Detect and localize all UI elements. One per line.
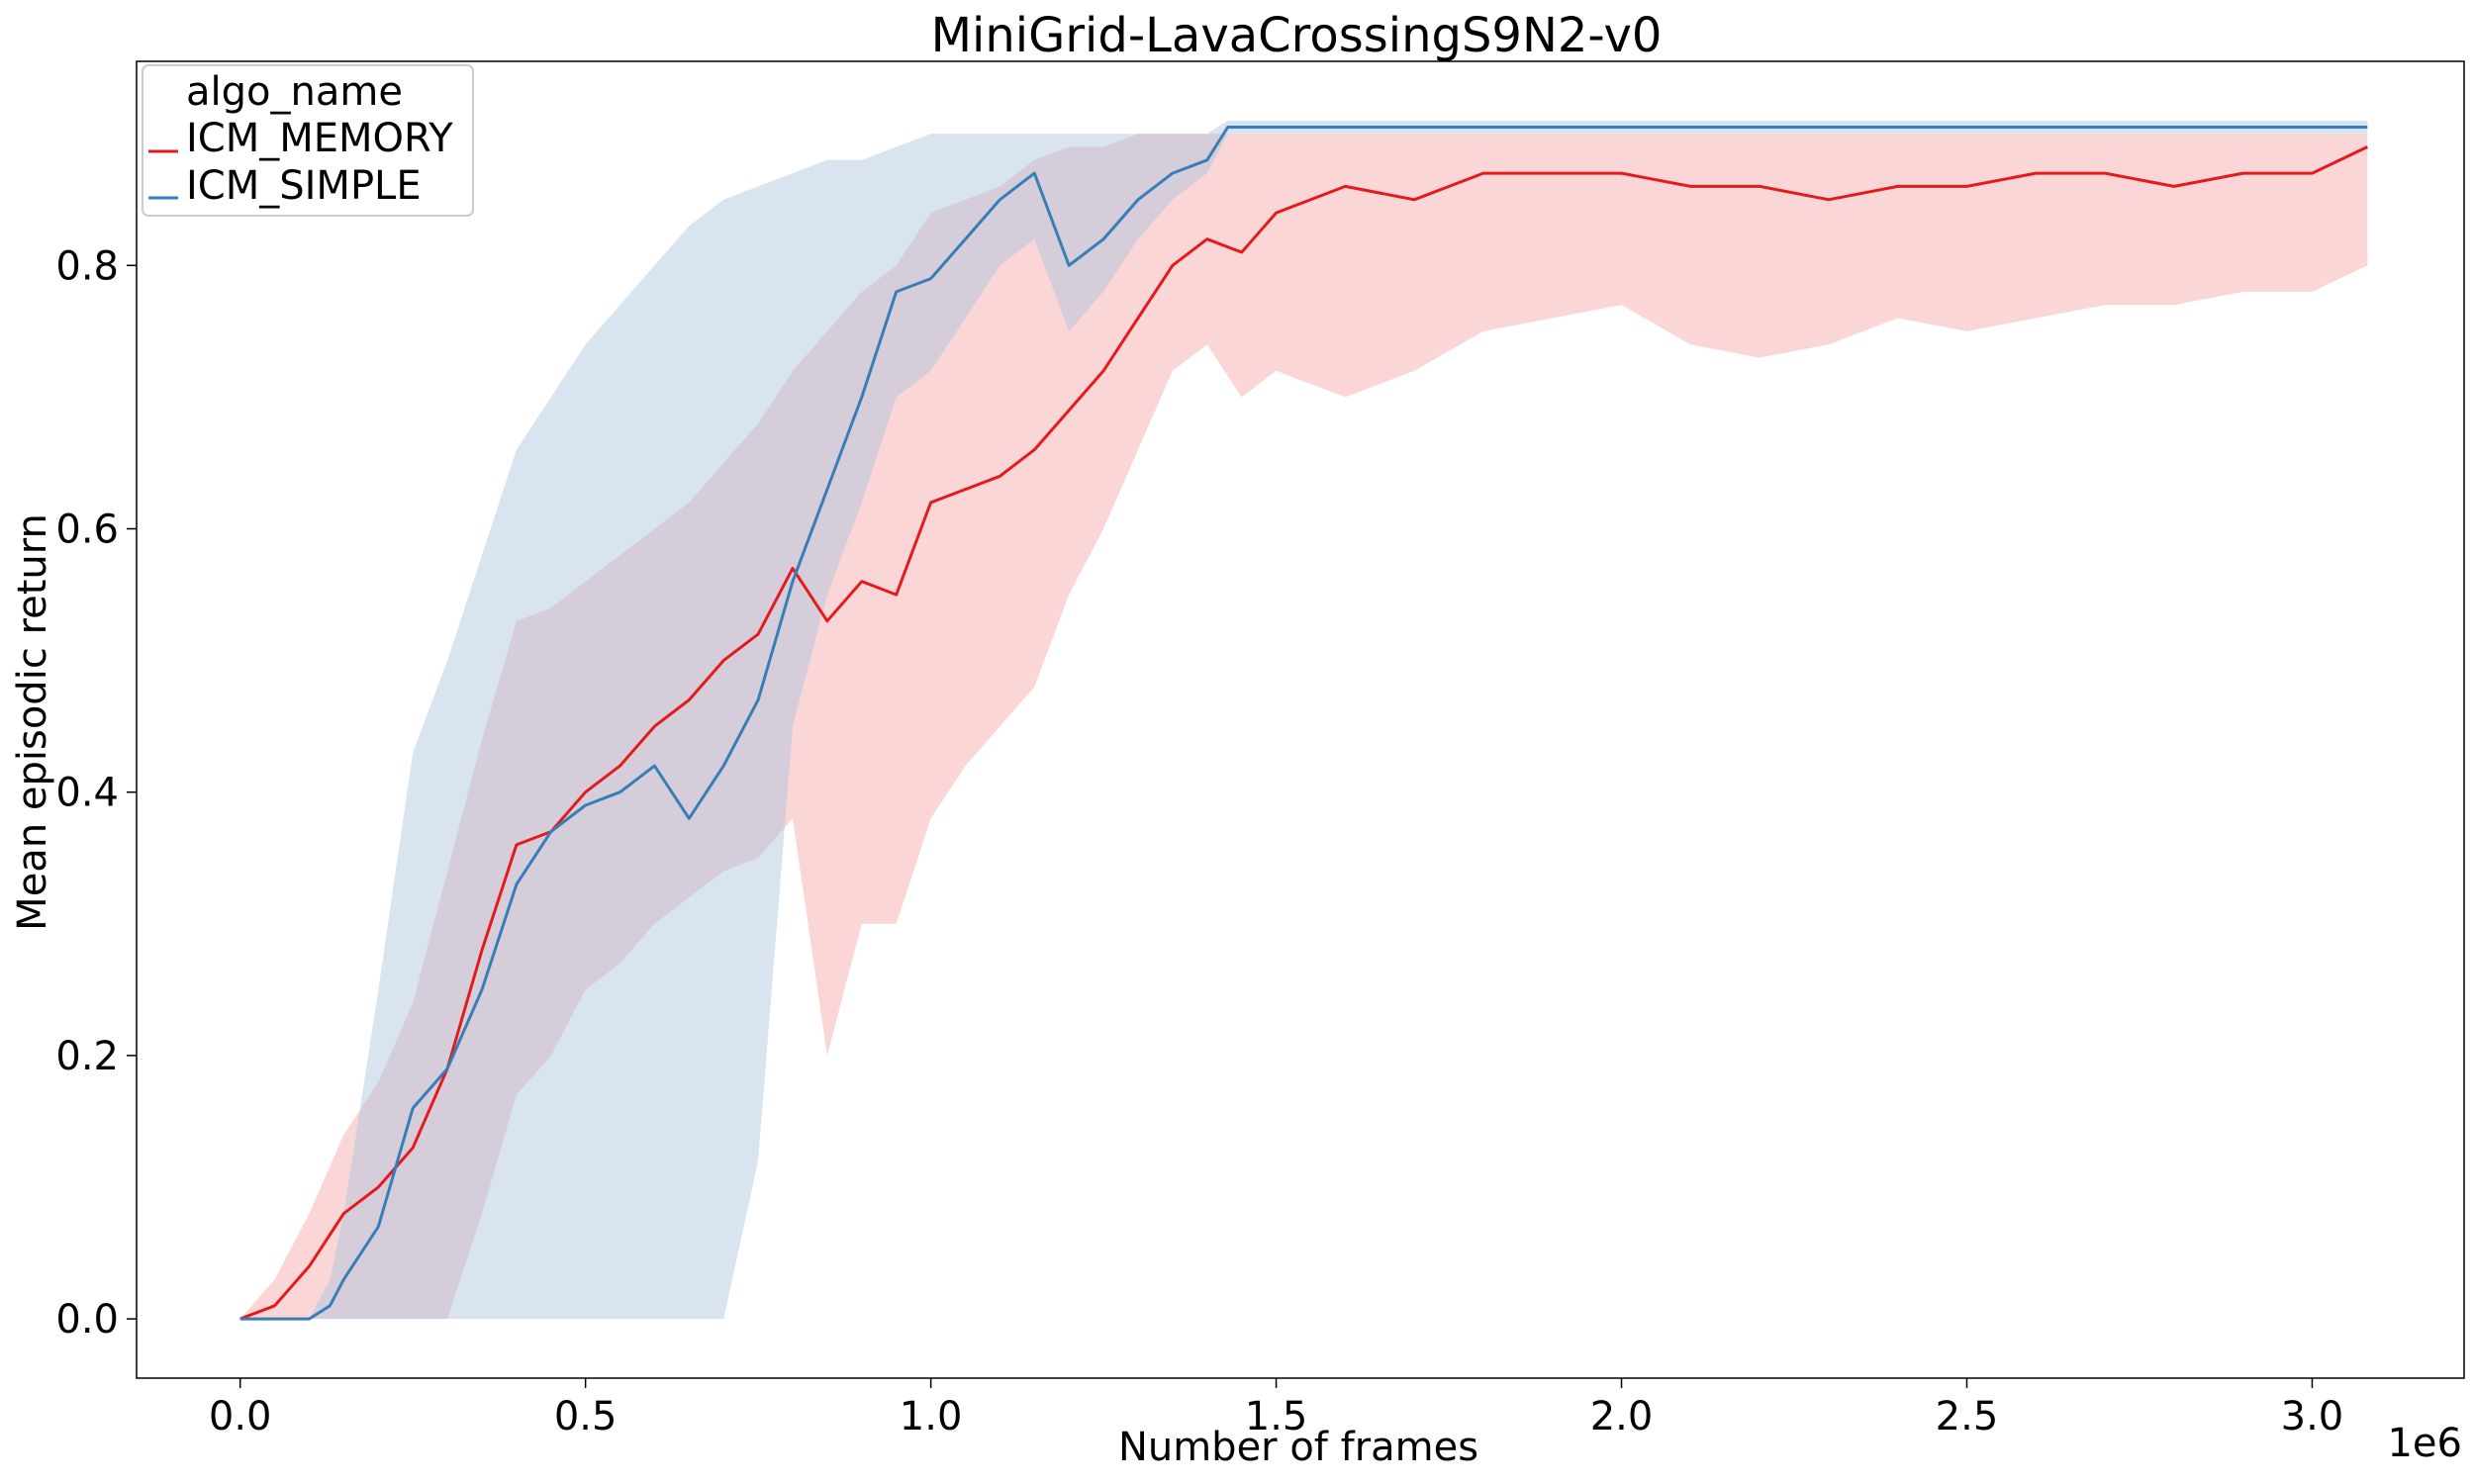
y-axis-label: Mean episodic return <box>10 513 55 931</box>
x-tick-label: 2.5 <box>1936 1394 1999 1439</box>
x-tick-label: 3.0 <box>2281 1394 2344 1439</box>
y-axis: 0.0 0.2 0.4 0.6 0.8 <box>55 243 137 1343</box>
legend-label-icm-memory: ICM_MEMORY <box>186 116 453 161</box>
x-tick-label: 2.0 <box>1590 1394 1654 1439</box>
plot-frame <box>136 60 2465 1379</box>
y-tick-label: 0.8 <box>55 243 119 289</box>
legend-label-icm-simple: ICM_SIMPLE <box>186 163 422 209</box>
legend-frame <box>142 64 474 217</box>
x-tick-label: 1.5 <box>1245 1394 1308 1439</box>
confidence-band-icm-simple <box>239 120 2368 1320</box>
y-tick-label: 0.6 <box>55 508 119 553</box>
chart-title: MiniGrid-LavaCrossingS9N2-v0 <box>931 8 1663 63</box>
x-tick-label: 0.0 <box>209 1394 272 1439</box>
x-tick-label: 1.0 <box>900 1394 963 1439</box>
series-line-icm-simple <box>239 126 2368 1321</box>
y-tick-label: 0.2 <box>55 1034 119 1079</box>
y-tick-label: 0.0 <box>55 1297 119 1343</box>
series-line-icm-memory <box>239 145 2368 1321</box>
legend-title: algo_name <box>186 69 403 115</box>
plot-area <box>239 120 2368 1321</box>
x-axis-label: Number of frames <box>1118 1425 1478 1470</box>
x-axis-offset-text: 1e6 <box>2387 1421 2462 1466</box>
y-tick-label: 0.4 <box>55 771 119 816</box>
confidence-band-icm-memory <box>239 134 2368 1320</box>
x-axis: 0.0 0.5 1.0 1.5 2.0 2.5 3.0 <box>209 1378 2343 1439</box>
legend: algo_name ICM_MEMORY ICM_SIMPLE <box>142 64 474 217</box>
x-tick-label: 0.5 <box>554 1394 618 1439</box>
